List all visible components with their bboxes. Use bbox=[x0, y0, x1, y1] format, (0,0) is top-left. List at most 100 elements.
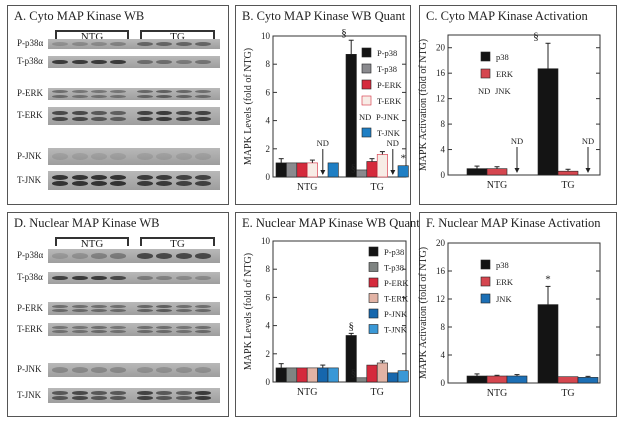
protein-band bbox=[137, 153, 153, 160]
legend-entry: T-JNK bbox=[377, 128, 401, 138]
bar-p38-ntg bbox=[466, 168, 488, 176]
panel-a-title: A. Cyto MAP Kinase WB bbox=[14, 9, 145, 23]
protein-band bbox=[110, 367, 126, 373]
significance-mark: * bbox=[545, 273, 551, 285]
blot-row-label: T-p38α bbox=[17, 272, 43, 282]
protein-band bbox=[72, 42, 88, 46]
protein-band bbox=[137, 110, 153, 116]
protein-band bbox=[91, 90, 107, 94]
panel-b-title: B. Cyto MAP Kinase WB Quant bbox=[242, 9, 406, 23]
legend-swatch bbox=[480, 293, 491, 304]
y-tick-label: 16 bbox=[436, 68, 446, 78]
plot-frame bbox=[447, 34, 601, 176]
bar-p-p38-ntg bbox=[275, 367, 287, 383]
bar-t-jnk-tg bbox=[397, 370, 409, 383]
y-tick-label: 0 bbox=[441, 170, 446, 180]
protein-band bbox=[137, 275, 153, 281]
bar-t-erk-tg bbox=[376, 362, 388, 383]
protein-band bbox=[52, 59, 68, 65]
legend-swatch bbox=[368, 246, 379, 257]
protein-band bbox=[176, 59, 192, 65]
bar-p38-tg bbox=[537, 68, 559, 176]
y-tick-label: 2 bbox=[266, 349, 271, 359]
protein-band bbox=[137, 116, 153, 122]
protein-band bbox=[52, 330, 68, 334]
plot-frame bbox=[272, 35, 407, 178]
bar-p-erk-ntg bbox=[296, 162, 308, 178]
protein-band bbox=[52, 275, 68, 281]
protein-band bbox=[176, 253, 192, 259]
protein-band bbox=[110, 304, 126, 308]
legend-entry: T-JNK bbox=[384, 325, 408, 335]
blot-strip bbox=[48, 249, 220, 263]
protein-band bbox=[195, 253, 211, 259]
blot-row-label: P-ERK bbox=[17, 302, 44, 313]
blot-strip bbox=[48, 363, 220, 377]
protein-band bbox=[176, 367, 192, 373]
protein-band bbox=[137, 94, 153, 98]
protein-band bbox=[72, 367, 88, 373]
protein-band bbox=[137, 253, 153, 259]
nd-label: ND bbox=[317, 138, 329, 148]
chart-2: 0 2 4 6 8 10 MAPK Levels (fold of NTG) NTG TG § § P… bbox=[243, 236, 409, 398]
protein-band bbox=[91, 94, 107, 98]
bar-p-p38-ntg bbox=[275, 162, 287, 178]
protein-band bbox=[195, 116, 211, 122]
protein-band bbox=[91, 174, 107, 180]
legend-swatch bbox=[361, 79, 372, 90]
protein-band bbox=[72, 330, 88, 334]
protein-band bbox=[91, 153, 107, 160]
nd-arrowhead bbox=[585, 168, 591, 173]
blot-row-label: P-p38α bbox=[17, 38, 44, 48]
bar-t-p38-ntg bbox=[286, 367, 298, 383]
bar-t-p38-ntg bbox=[286, 162, 298, 178]
protein-band bbox=[195, 304, 211, 308]
protein-band bbox=[176, 94, 192, 98]
protein-band bbox=[110, 275, 126, 281]
bracket-ntg bbox=[55, 237, 129, 246]
protein-band bbox=[52, 94, 68, 98]
protein-band bbox=[72, 153, 88, 160]
protein-band bbox=[195, 59, 211, 65]
blot-row-label: P-JNK bbox=[17, 364, 42, 374]
blot-row-label: T-p38α bbox=[17, 56, 43, 66]
blot-row-label: P-p38α bbox=[17, 250, 44, 260]
nd-label: ND bbox=[582, 136, 594, 146]
protein-band bbox=[176, 391, 192, 395]
blot-row-label: T-ERK bbox=[17, 110, 43, 120]
protein-band bbox=[137, 330, 153, 334]
blot-row-label: T-ERK bbox=[17, 323, 43, 334]
legend-swatch bbox=[361, 95, 372, 106]
protein-band bbox=[91, 325, 107, 329]
legend-swatch bbox=[361, 127, 372, 138]
significance-mark: * bbox=[400, 153, 406, 165]
protein-band bbox=[72, 309, 88, 313]
protein-band bbox=[195, 275, 211, 281]
protein-band bbox=[72, 181, 88, 187]
group-label-ntg: NTG bbox=[80, 238, 104, 250]
protein-band bbox=[72, 59, 88, 65]
protein-band bbox=[91, 110, 107, 116]
protein-band bbox=[137, 309, 153, 313]
protein-band bbox=[156, 367, 172, 373]
protein-band bbox=[52, 90, 68, 94]
panel-f-title: F. Nuclear MAP Kinase Activation bbox=[426, 216, 601, 230]
protein-band bbox=[195, 153, 211, 160]
significance-mark: § bbox=[351, 367, 357, 379]
protein-band bbox=[110, 174, 126, 180]
panel-e-nuclear-quant: E. Nuclear MAP Kinase WB Quant bbox=[235, 212, 420, 417]
y-tick-label: 8 bbox=[266, 59, 271, 69]
protein-band bbox=[110, 116, 126, 122]
protein-band bbox=[72, 391, 88, 395]
protein-band bbox=[91, 275, 107, 281]
bar-p-erk-tg bbox=[366, 161, 378, 178]
bar-t-jnk-ntg bbox=[327, 162, 339, 178]
nd-label: ND bbox=[511, 136, 523, 146]
legend-entry: ERK bbox=[496, 277, 514, 287]
protein-band bbox=[137, 325, 153, 329]
chart-1: 0 4 8 12 16 20 MAPK Activation (fold of NTG) NT… bbox=[418, 30, 601, 191]
protein-band bbox=[110, 90, 126, 94]
protein-band bbox=[91, 391, 107, 395]
protein-band bbox=[195, 42, 211, 46]
protein-band bbox=[176, 110, 192, 116]
